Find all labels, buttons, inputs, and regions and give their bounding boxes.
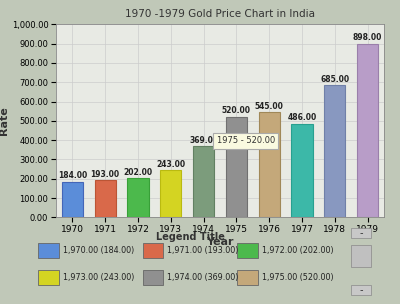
Text: 545.00: 545.00 (255, 102, 284, 111)
FancyBboxPatch shape (351, 245, 371, 267)
Text: 369.00: 369.00 (189, 136, 218, 145)
Text: 1,972.00 (202.00): 1,972.00 (202.00) (262, 246, 334, 255)
Text: 520.00: 520.00 (222, 106, 251, 116)
Bar (160, 171, 182, 217)
Text: 486.00: 486.00 (287, 113, 317, 122)
X-axis label: Year: Year (206, 237, 234, 247)
Text: 1,975.00 (520.00): 1,975.00 (520.00) (262, 273, 334, 282)
Text: Legend Title: Legend Title (156, 232, 224, 242)
Bar (193, 146, 214, 217)
Bar (94, 180, 116, 217)
FancyBboxPatch shape (38, 270, 59, 285)
Text: 193.00: 193.00 (91, 170, 120, 178)
Y-axis label: Rate: Rate (0, 106, 9, 135)
Text: -: - (359, 228, 363, 238)
Bar (324, 85, 346, 217)
FancyBboxPatch shape (142, 270, 163, 285)
Text: 1,974.00 (369.00): 1,974.00 (369.00) (167, 273, 239, 282)
Text: 1,970.00 (184.00): 1,970.00 (184.00) (63, 246, 134, 255)
FancyBboxPatch shape (238, 243, 258, 258)
Bar (226, 117, 247, 217)
Text: 202.00: 202.00 (124, 168, 152, 177)
Text: 243.00: 243.00 (156, 160, 185, 169)
FancyBboxPatch shape (142, 243, 163, 258)
FancyBboxPatch shape (351, 228, 371, 238)
Text: 898.00: 898.00 (353, 33, 382, 43)
Text: 184.00: 184.00 (58, 171, 87, 180)
FancyBboxPatch shape (38, 243, 59, 258)
FancyBboxPatch shape (238, 270, 258, 285)
Bar (62, 182, 83, 217)
Bar (357, 44, 378, 217)
FancyBboxPatch shape (351, 285, 371, 295)
Text: 685.00: 685.00 (320, 74, 349, 84)
Text: -: - (359, 285, 363, 295)
Text: 1,971.00 (193.00): 1,971.00 (193.00) (167, 246, 239, 255)
Bar (258, 112, 280, 217)
Title: 1970 -1979 Gold Price Chart in India: 1970 -1979 Gold Price Chart in India (125, 9, 315, 19)
Text: 1975 - 520.00: 1975 - 520.00 (217, 136, 275, 145)
Bar (127, 178, 149, 217)
Text: 1,973.00 (243.00): 1,973.00 (243.00) (63, 273, 134, 282)
Bar (291, 123, 313, 217)
